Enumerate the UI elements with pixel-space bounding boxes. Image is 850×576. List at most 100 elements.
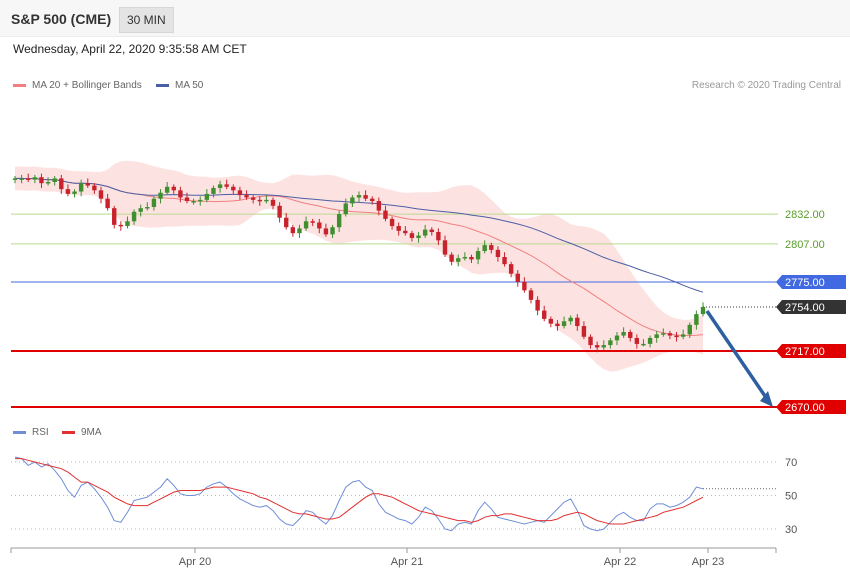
candle-body [250,197,256,200]
candle-body [542,310,547,319]
candle-body [502,257,507,265]
candle-body [674,335,679,338]
candle-body [694,314,699,325]
candle-body [575,317,580,327]
candle-body [217,184,223,188]
candle-body [158,192,163,199]
candle [356,191,362,203]
candle-body [389,218,395,227]
candle [694,310,699,330]
candle [112,205,117,229]
candle-body [164,186,170,193]
candle [350,195,355,207]
candle-body [264,199,269,202]
candle [508,261,514,278]
candle-body [654,334,659,338]
candle-body [535,299,540,311]
candle [98,186,104,204]
candle-body [416,235,421,238]
candle-body [548,318,554,324]
candle-body [65,189,71,194]
candle [502,252,507,267]
candle [456,254,461,267]
candle [72,189,77,198]
candle-body [323,228,329,235]
candle [244,190,249,200]
candle-body [581,326,587,337]
candle-body [151,198,157,207]
candle-body [376,201,382,211]
candle [376,197,382,216]
candle [217,180,223,193]
candle-body [608,340,613,346]
candle [231,184,236,194]
candle [118,221,124,231]
candle [277,202,282,223]
candle-body [72,191,77,194]
candle [330,224,335,238]
rsi-tick-label: 30 [785,524,797,536]
interval-button[interactable]: 30 MIN [119,7,174,33]
candle [370,196,375,205]
level-label-2832.00: 2832.00 [785,209,825,221]
level-tag [776,344,846,359]
candle-body [145,207,150,209]
candle-body [601,345,606,348]
candle [634,334,640,349]
candle [303,216,309,231]
candle-body [105,198,110,209]
candle-body [257,199,262,202]
candle [39,173,44,188]
candle [12,176,18,184]
candle [310,218,315,227]
legend-ma20-label: MA 20 + Bollinger Bands [32,80,142,91]
candle-body [32,177,38,180]
candle [145,202,150,211]
candle-body [436,232,441,241]
candle [548,316,554,328]
candle [125,216,130,229]
candle-body [178,190,183,198]
candle [389,216,395,230]
candle [151,196,157,211]
level-value: 2717.00 [785,346,825,358]
candle [561,316,567,329]
candle [680,329,686,340]
candle-body [330,227,335,235]
candle [198,196,203,206]
candle-body [45,182,51,184]
candle [542,305,547,322]
legend-ma50: MA 50 [156,80,203,91]
legend-rsi-ma: 9MA [62,427,102,438]
candle [469,254,474,263]
rsi-ma-swatch [62,431,75,434]
candle-body [198,199,203,202]
candle-body [231,186,236,191]
candle-body [303,221,309,229]
candle-body [442,240,448,255]
candle-body [363,195,368,199]
candle-body [555,323,560,327]
candle [462,252,468,261]
level-tag [776,275,846,289]
candle [522,277,527,293]
candle-body [409,233,415,238]
level-label-2775.00: 2775.00 [776,275,846,289]
candle [482,240,487,254]
candle [667,330,673,340]
candle-body [270,199,276,206]
candle [19,174,24,184]
candle-body [78,183,84,192]
candle-body [495,249,501,257]
candle-body [561,321,567,327]
candle-body [429,229,434,232]
candle [442,235,448,257]
candle-body [284,217,289,228]
candle-body [508,264,514,274]
candle [568,315,573,325]
level-value: 2754.00 [785,302,825,314]
candle [674,332,679,342]
level-tag [776,400,846,414]
candle-body [482,245,487,252]
